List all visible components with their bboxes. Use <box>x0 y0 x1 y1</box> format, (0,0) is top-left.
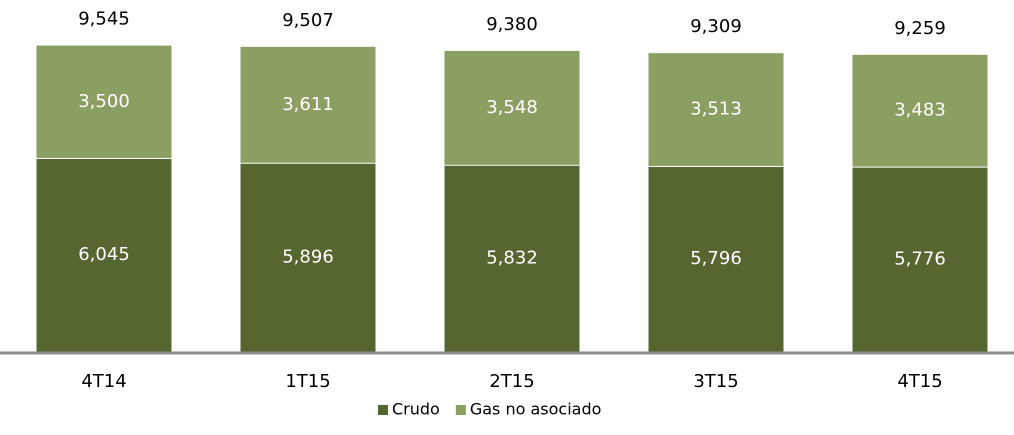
value-label: 3,611 <box>282 94 334 115</box>
x-tick-label: 1T15 <box>285 371 330 392</box>
legend-swatch <box>378 405 388 415</box>
value-label: 3,483 <box>894 100 946 121</box>
bar-segment <box>444 50 580 165</box>
bar-segment <box>852 54 988 167</box>
legend-label: Gas no asociado <box>470 400 602 419</box>
bar-segment <box>240 46 376 163</box>
value-label: 5,896 <box>282 246 334 267</box>
total-label: 9,309 <box>690 16 742 37</box>
legend-label: Crudo <box>392 400 440 419</box>
value-label: 5,796 <box>690 248 742 269</box>
bar-segment <box>648 53 784 166</box>
total-label: 9,507 <box>282 10 334 31</box>
total-label: 9,259 <box>894 18 946 39</box>
bar-segment <box>852 166 988 352</box>
bar-segment <box>648 165 784 352</box>
value-label: 3,513 <box>690 99 742 120</box>
bar-segment <box>36 45 172 158</box>
total-label: 9,380 <box>486 14 538 35</box>
bar-segment <box>240 162 376 352</box>
x-tick-label: 2T15 <box>489 371 534 392</box>
x-tick-label: 3T15 <box>693 371 738 392</box>
value-label: 3,548 <box>486 97 538 118</box>
bar-segment <box>36 157 172 352</box>
total-label: 9,545 <box>78 9 130 30</box>
x-tick-label: 4T14 <box>81 371 126 392</box>
x-tick-label: 4T15 <box>897 371 942 392</box>
value-label: 6,045 <box>78 244 130 265</box>
legend-swatch <box>455 405 466 415</box>
bar-segment <box>444 164 580 352</box>
value-label: 3,500 <box>78 91 130 112</box>
value-label: 5,832 <box>486 247 538 268</box>
value-label: 5,776 <box>894 248 946 269</box>
